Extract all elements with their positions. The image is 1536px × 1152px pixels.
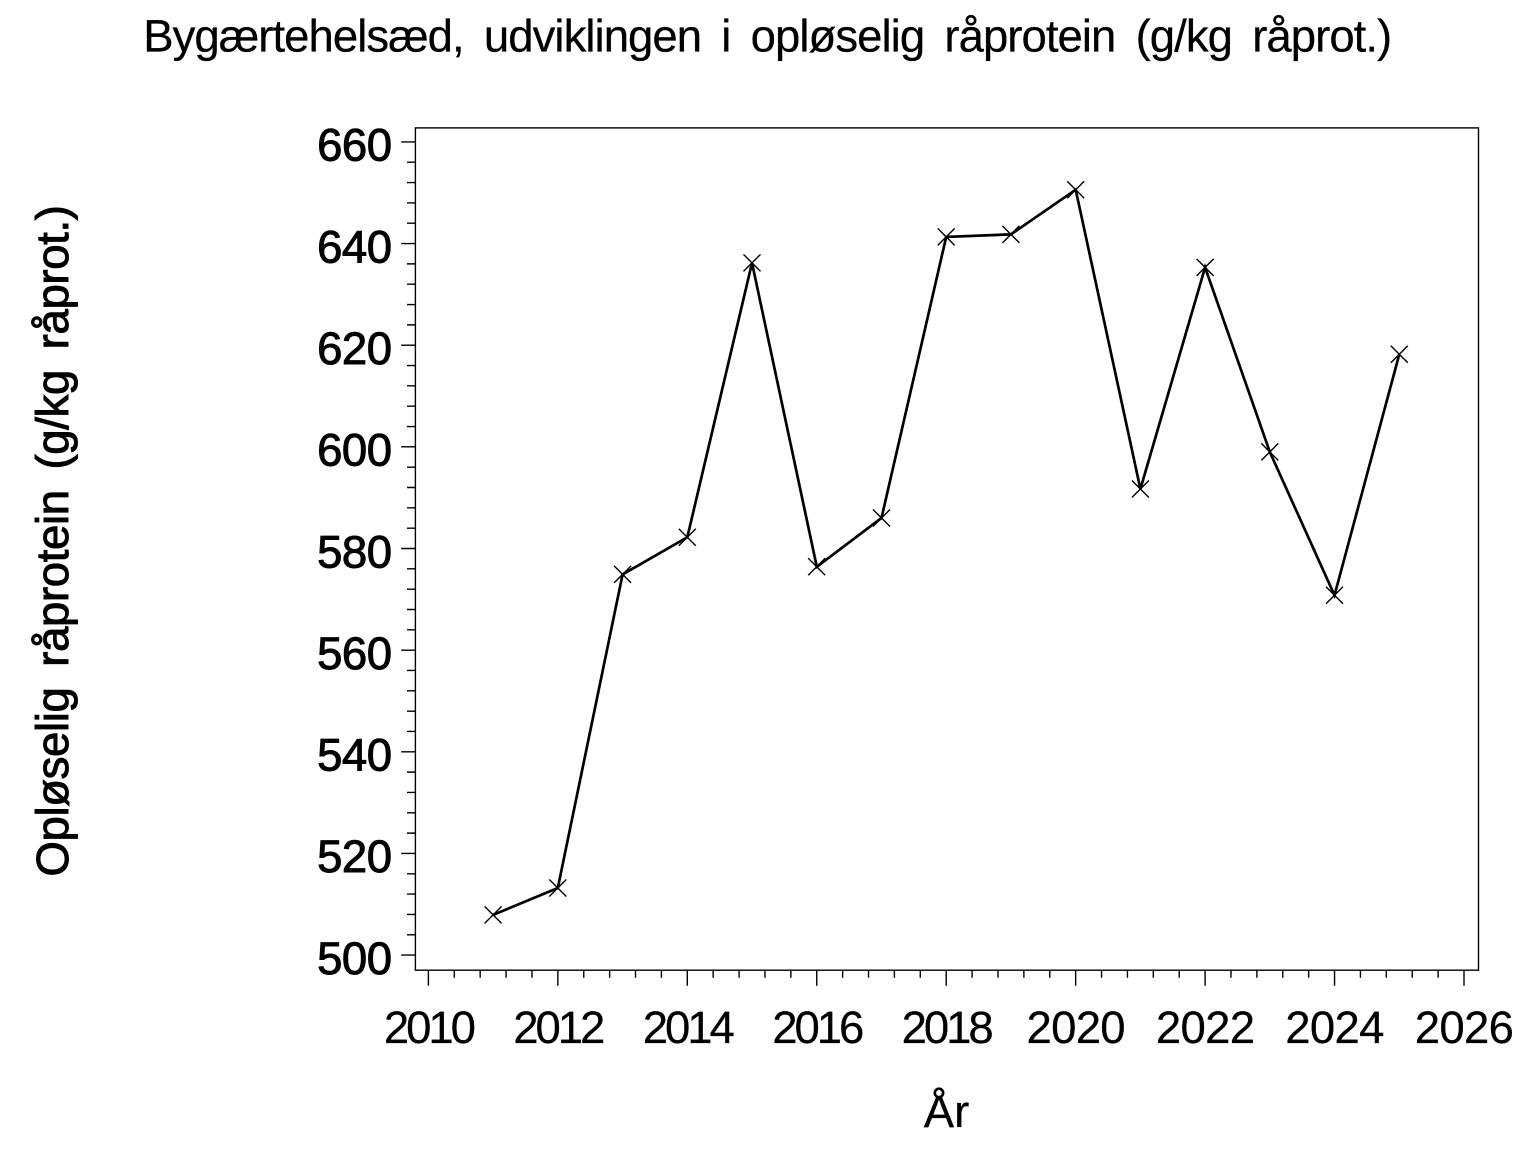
svg-text:620: 620	[317, 323, 391, 374]
svg-text:640: 640	[317, 221, 391, 272]
svg-text:520: 520	[317, 831, 391, 882]
svg-text:2010: 2010	[384, 1002, 475, 1053]
svg-text:Bygærtehelsæd, udviklingen i o: Bygærtehelsæd, udviklingen i opløselig r…	[143, 11, 1391, 62]
svg-text:2014: 2014	[643, 1002, 734, 1053]
svg-text:500: 500	[317, 933, 391, 984]
svg-text:580: 580	[317, 526, 391, 577]
svg-text:2024: 2024	[1285, 1002, 1383, 1053]
svg-text:660: 660	[317, 120, 391, 171]
svg-text:600: 600	[317, 425, 391, 476]
svg-text:560: 560	[317, 628, 391, 679]
svg-text:2012: 2012	[513, 1002, 604, 1053]
svg-text:2018: 2018	[902, 1002, 993, 1053]
svg-text:2020: 2020	[1026, 1002, 1124, 1053]
svg-text:2016: 2016	[772, 1002, 863, 1053]
svg-text:Opløselig råprotein (g/kg råpr: Opløselig råprotein (g/kg råprot.)	[27, 205, 78, 876]
svg-text:540: 540	[317, 730, 391, 781]
svg-text:2022: 2022	[1156, 1002, 1254, 1053]
svg-text:År: År	[924, 1086, 970, 1137]
svg-text:2026: 2026	[1415, 1002, 1513, 1053]
